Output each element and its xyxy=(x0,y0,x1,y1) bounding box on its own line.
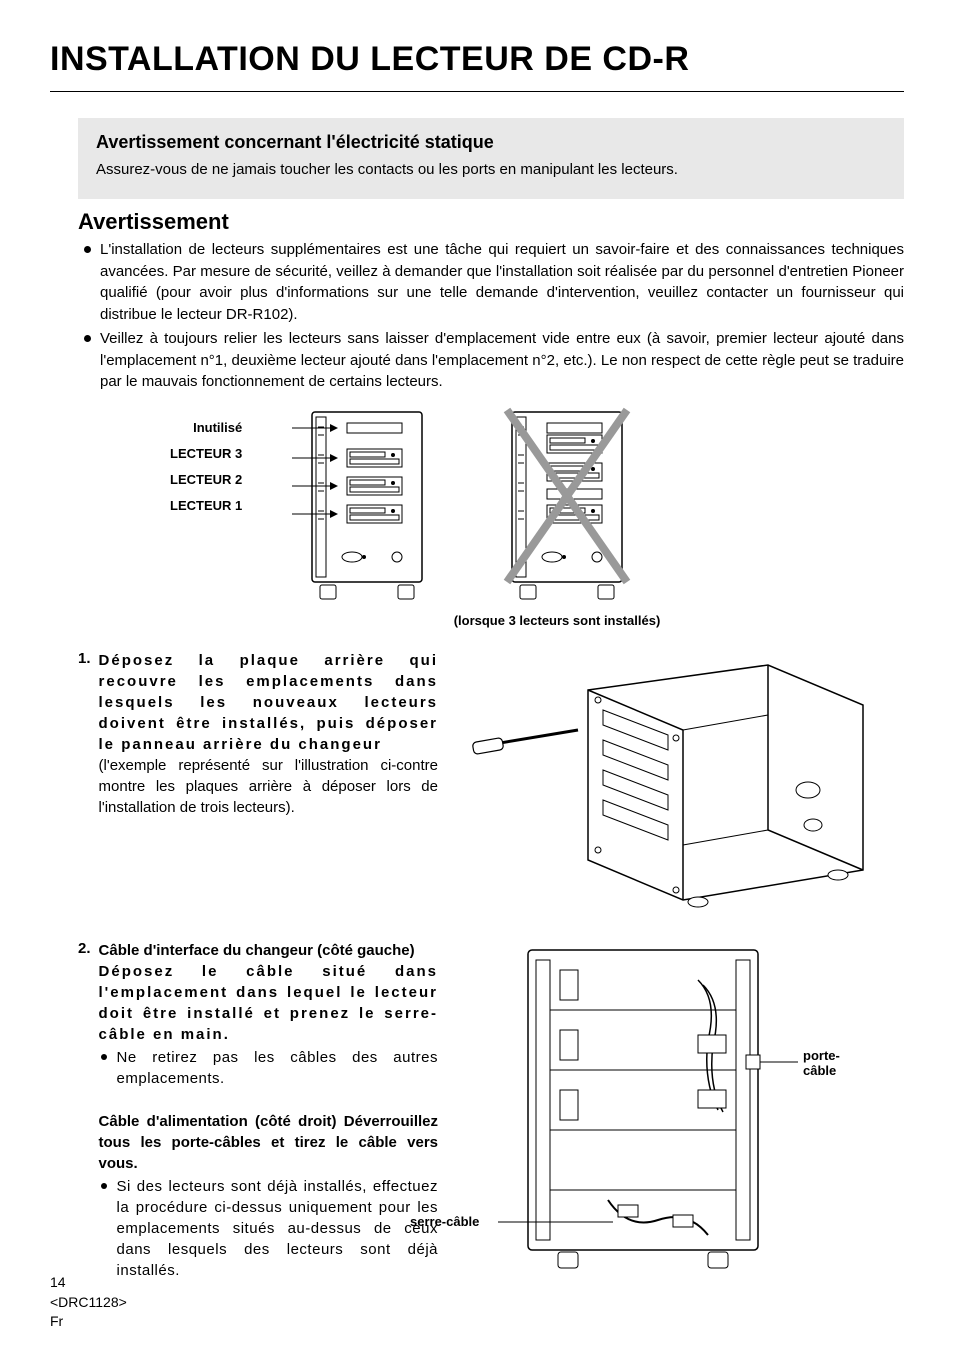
bullet-item: Veillez à toujours relier les lecteurs s… xyxy=(78,328,904,393)
static-warning-box: Avertissement concernant l'électricité s… xyxy=(78,118,904,199)
title-rule xyxy=(50,91,904,92)
warning-box-body: Assurez-vous de ne jamais toucher les co… xyxy=(96,159,886,181)
tower-correct-icon xyxy=(292,407,442,607)
cable-diagram: porte-câble serre-câble xyxy=(468,940,904,1281)
page-number: 14 xyxy=(50,1273,127,1293)
slot-label: Inutilisé xyxy=(170,421,242,434)
warning-bullets: L'installation de lecteurs supplémentair… xyxy=(78,239,904,393)
tower-incorrect-icon xyxy=(492,407,642,607)
slot-label: LECTEUR 1 xyxy=(170,499,242,512)
step2-sub-bullet: Ne retirez pas les câbles des autres emp… xyxy=(99,1047,438,1089)
bullet-item: L'installation de lecteurs supplémentair… xyxy=(78,239,904,326)
step1-bold: Déposez la plaque arrière qui recouvre l… xyxy=(99,650,438,755)
step2-bold3: Câble d'alimentation (côté droit) Déverr… xyxy=(99,1111,438,1174)
serre-cable-label: serre-câble xyxy=(410,1214,479,1229)
doc-language: Fr xyxy=(50,1312,127,1332)
step-1-row: 1. Déposez la plaque arrière qui recouvr… xyxy=(78,650,904,910)
cable-interior-icon xyxy=(468,940,828,1280)
step2-bold1: Câble d'interface du changeur (côté gauc… xyxy=(99,940,438,961)
step2-sub-bullet: Si des lecteurs sont déjà installés, eff… xyxy=(99,1176,438,1281)
document-page: INSTALLATION DU LECTEUR DE CD-R Avertiss… xyxy=(0,0,954,1352)
slot-labels: Inutilisé LECTEUR 3 LECTEUR 2 LECTEUR 1 xyxy=(170,407,242,525)
changer-rear-icon xyxy=(468,650,888,910)
slot-label: LECTEUR 3 xyxy=(170,447,242,460)
slot-label: LECTEUR 2 xyxy=(170,473,242,486)
doc-reference: <DRC1128> xyxy=(50,1293,127,1313)
step-number: 2. xyxy=(78,940,91,1281)
porte-cable-label: porte-câble xyxy=(803,1048,863,1078)
step-2-row: 2. Câble d'interface du changeur (côté g… xyxy=(78,940,904,1281)
avertissement-heading: Avertissement xyxy=(78,209,904,235)
step2-bold2: Déposez le câble situé dans l'emplacemen… xyxy=(99,961,438,1045)
step-number: 1. xyxy=(78,650,91,818)
step1-plain: (l'exemple représenté sur l'illustration… xyxy=(99,755,438,818)
page-title: INSTALLATION DU LECTEUR DE CD-R xyxy=(50,40,904,79)
diagram-caption: (lorsque 3 lecteurs sont installés) xyxy=(210,613,904,628)
page-footer: 14 <DRC1128> Fr xyxy=(50,1273,127,1332)
slot-diagram-row: Inutilisé LECTEUR 3 LECTEUR 2 LECTEUR 1 xyxy=(170,407,904,607)
warning-box-title: Avertissement concernant l'électricité s… xyxy=(96,132,886,153)
